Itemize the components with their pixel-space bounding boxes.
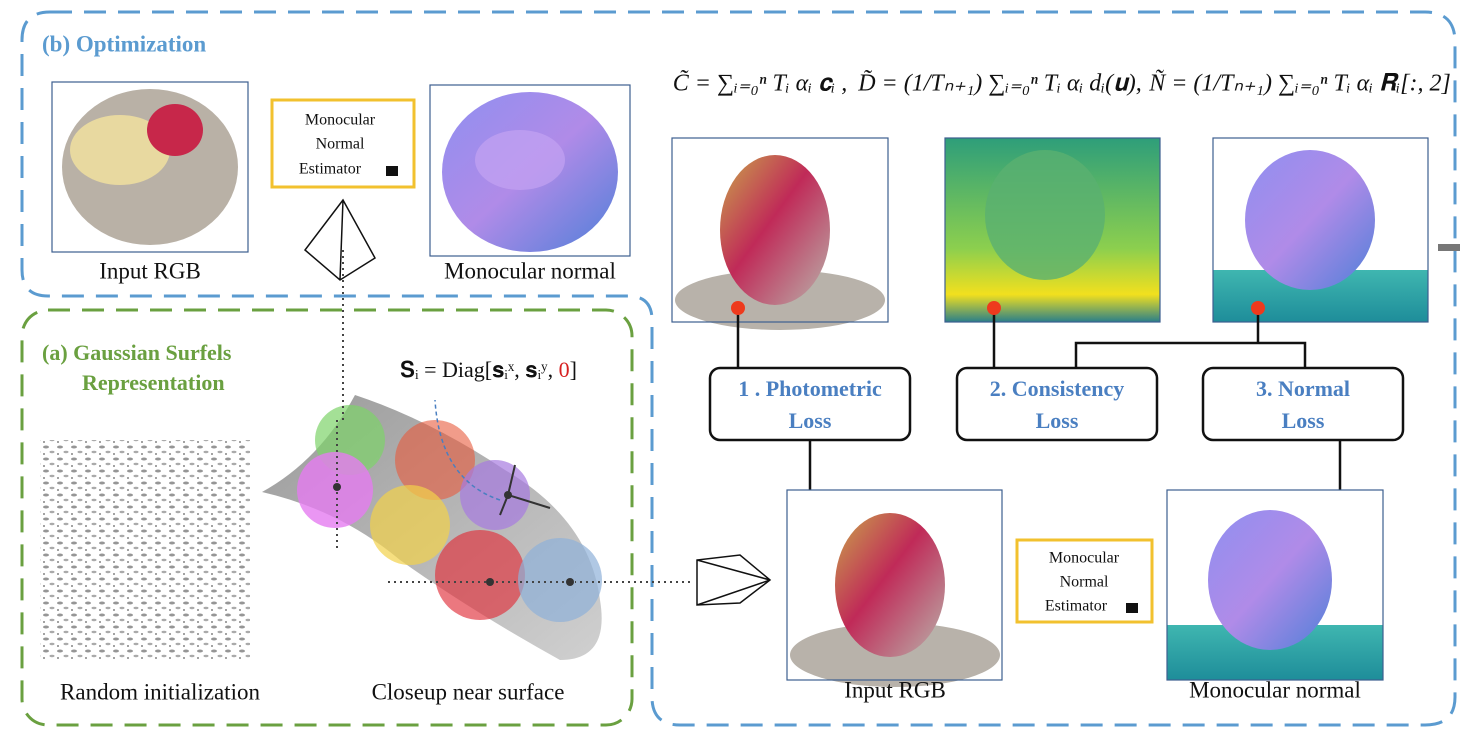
- caption: Input RGB: [844, 677, 946, 702]
- formula-part: 0: [559, 357, 570, 382]
- caption: Closeup near surface: [372, 679, 565, 704]
- image-monocular-normal: [429, 84, 631, 257]
- loss-label: 2. Consistency: [990, 376, 1124, 401]
- representation-frame: [20, 308, 634, 727]
- loss-box: [955, 366, 1159, 442]
- caption: Monocular normal: [444, 258, 616, 283]
- image-input-rgb: [51, 81, 249, 253]
- caption: Monocular normal: [1189, 677, 1361, 702]
- formula-part: ]: [570, 357, 577, 382]
- estimator-label: Estimator: [299, 161, 362, 178]
- anchor-dot: [731, 301, 745, 315]
- formula-part: 𝐒ᵢ = Diag[𝐬ᵢˣ, 𝐬ᵢʸ,: [400, 357, 559, 382]
- optimization-frame: [20, 10, 1457, 727]
- loss-label: 3. Normal: [1256, 376, 1350, 401]
- estimator-label: Monocular: [1049, 550, 1120, 567]
- scale-formula: 𝐒ᵢ = Diag[𝐬ᵢˣ, 𝐬ᵢʸ, 0]: [400, 357, 577, 382]
- random-points: [40, 440, 250, 660]
- point: [486, 578, 494, 586]
- loss-label: Loss: [1282, 408, 1325, 433]
- camera-icon: [303, 198, 376, 281]
- equation: C̃ = ∑ᵢ₌₀ⁿ Tᵢ αᵢ 𝐜ᵢ ,: [673, 69, 847, 96]
- connector: [736, 308, 1342, 510]
- loss-label: 1 . Photometric: [738, 376, 882, 401]
- ray: [342, 250, 690, 583]
- image-rendered-rgb: [671, 137, 889, 330]
- image-rendered-normal: [1212, 137, 1429, 323]
- estimator-label: Estimator: [1045, 598, 1108, 615]
- lock-icon: [386, 166, 398, 176]
- loss-box: [1201, 366, 1405, 442]
- loss-box: [708, 366, 912, 442]
- side-bar: [1438, 244, 1460, 251]
- estimator-label: Normal: [1060, 574, 1109, 591]
- pointer: [434, 399, 501, 501]
- anchor-dot: [987, 301, 1001, 315]
- caption: Random initialization: [60, 679, 260, 704]
- section-title: (b) Optimization: [42, 31, 206, 56]
- equation: D̃ = (1/Tₙ₊₁) ∑ᵢ₌₀ⁿ Tᵢ αᵢ dᵢ(𝐮),: [857, 70, 1142, 97]
- camera-icon: [696, 554, 772, 606]
- estimator-label: Normal: [316, 136, 365, 153]
- surface-closeup: [262, 395, 602, 660]
- image-monocular-normal: [1166, 489, 1384, 681]
- image-input-rgb: [786, 489, 1003, 687]
- section-title: Representation: [82, 370, 225, 395]
- loss-label: Loss: [1036, 408, 1079, 433]
- estimator-label: Monocular: [305, 112, 376, 129]
- anchor-dot: [1251, 301, 1265, 315]
- loss-label: Loss: [789, 408, 832, 433]
- equation: Ñ = (1/Tₙ₊₁) ∑ᵢ₌₀ⁿ Tᵢ αᵢ 𝐑ᵢ[:, 2]: [1148, 70, 1451, 97]
- point: [504, 491, 512, 499]
- point: [333, 483, 341, 491]
- section-title: (a) Gaussian Surfels: [42, 340, 232, 365]
- caption: Input RGB: [99, 258, 201, 283]
- lock-icon: [1126, 603, 1138, 613]
- ray: [336, 420, 570, 583]
- point: [566, 578, 574, 586]
- image-rendered-depth: [944, 137, 1161, 323]
